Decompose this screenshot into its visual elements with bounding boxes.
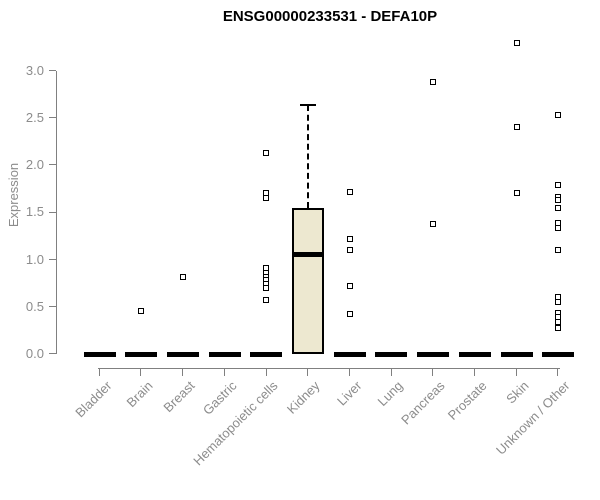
x-axis-tick	[307, 369, 309, 376]
x-axis-tick	[432, 369, 434, 376]
y-axis-tick	[48, 211, 56, 213]
upper-whisker	[307, 104, 309, 208]
y-axis-tick	[48, 117, 56, 118]
outlier-point	[346, 282, 353, 289]
x-axis-tick	[515, 369, 517, 376]
outlier-point	[430, 78, 437, 85]
outlier-point	[263, 284, 270, 291]
median-line	[292, 252, 324, 258]
y-axis-tick-label: 0.0	[25, 346, 44, 361]
y-axis-tick-label: 2.0	[25, 157, 44, 172]
x-axis-tick	[182, 369, 184, 376]
collapsed-box-at-zero	[500, 351, 533, 357]
outlier-point	[555, 299, 562, 306]
outlier-point	[555, 181, 562, 188]
x-axis-tick	[265, 369, 267, 376]
outlier-point	[555, 196, 562, 203]
outlier-point	[263, 149, 270, 156]
collapsed-box-at-zero	[458, 351, 491, 357]
box-iqr	[292, 207, 324, 354]
outlier-point	[555, 205, 562, 212]
y-axis-tick-label: 1.5	[25, 204, 44, 220]
y-axis-tick	[48, 306, 56, 307]
outlier-point	[513, 40, 520, 47]
outlier-point	[346, 235, 353, 242]
x-axis-tick	[98, 369, 100, 376]
collapsed-box-at-zero	[542, 351, 575, 357]
outlier-point	[555, 247, 562, 254]
y-axis-tick	[48, 164, 56, 166]
collapsed-box-at-zero	[250, 351, 283, 357]
collapsed-box-at-zero	[208, 351, 241, 357]
x-axis-tick	[223, 369, 225, 376]
outlier-point	[555, 219, 562, 226]
outlier-point	[263, 297, 270, 304]
y-axis-tick	[48, 258, 56, 260]
x-axis-tick	[474, 369, 476, 376]
outlier-point	[263, 195, 270, 202]
y-axis-tick-label: 2.5	[25, 109, 44, 125]
outlier-point	[346, 311, 353, 318]
x-axis-tick	[140, 369, 142, 376]
y-axis-tick-label: 0.5	[25, 298, 44, 314]
y-axis-line	[55, 70, 57, 354]
outlier-point	[179, 274, 186, 281]
collapsed-box-at-zero	[166, 351, 199, 357]
chart-title: ENSG00000233531 - DEFA10P	[222, 8, 438, 25]
y-axis-tick	[48, 69, 56, 71]
collapsed-box-at-zero	[125, 351, 158, 357]
outlier-point	[430, 220, 437, 227]
x-axis-line	[98, 367, 560, 369]
outlier-point	[555, 318, 562, 325]
x-axis-tick	[390, 369, 392, 376]
outlier-point	[138, 308, 145, 315]
collapsed-box-at-zero	[333, 351, 366, 357]
outlier-point	[346, 189, 353, 196]
outlier-point	[555, 324, 562, 331]
collapsed-box-at-zero	[83, 351, 116, 357]
outlier-point	[555, 225, 562, 232]
y-axis-tick-label: 1.0	[25, 251, 44, 267]
y-axis-tick-label: 3.0	[25, 62, 44, 78]
x-axis-tick	[348, 369, 350, 376]
outlier-point	[555, 111, 562, 118]
collapsed-box-at-zero	[417, 351, 450, 357]
outlier-point	[513, 124, 520, 131]
outlier-point	[346, 247, 353, 254]
x-axis-tick	[557, 369, 559, 376]
y-axis-tick	[48, 353, 56, 355]
outlier-point	[513, 190, 520, 197]
collapsed-box-at-zero	[375, 351, 408, 357]
upper-whisker-cap	[300, 103, 316, 106]
